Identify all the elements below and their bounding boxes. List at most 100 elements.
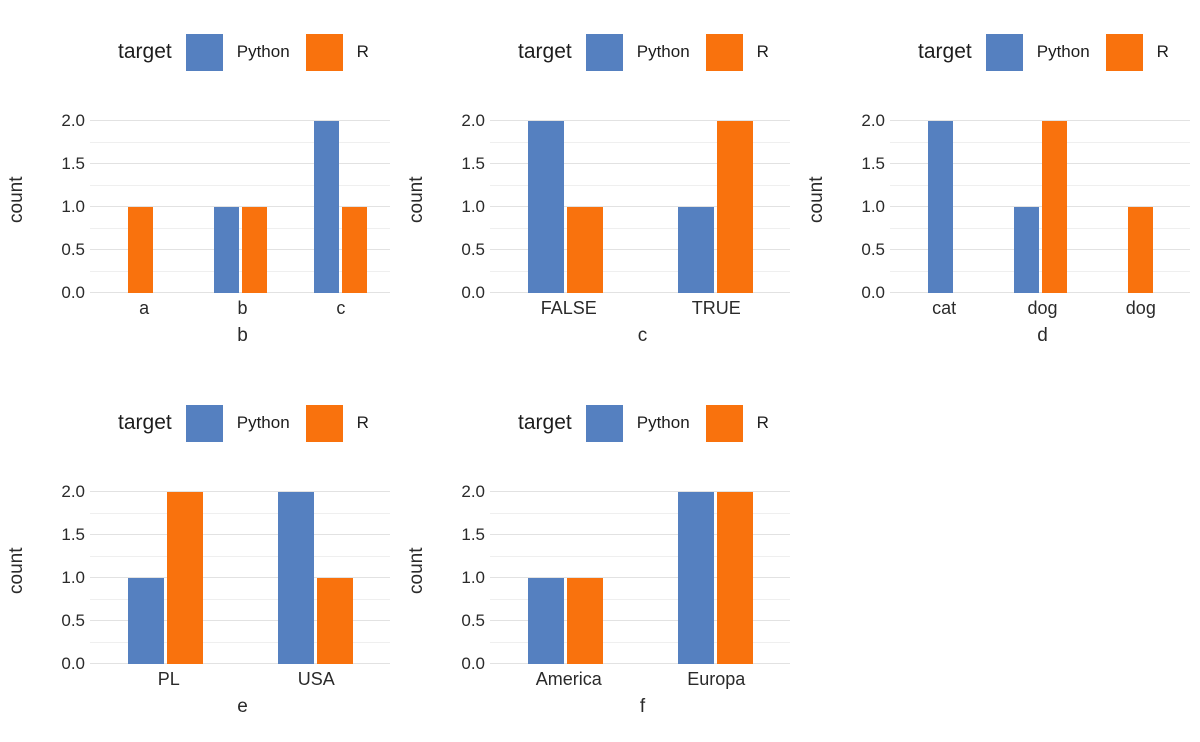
category-slot-cat [890,107,990,293]
x-tick-label-Europa: Europa [687,669,746,689]
bar-python-b [213,207,239,293]
legend-swatch-r [705,404,743,442]
legend-title: target [918,40,972,63]
legend-swatch-r [305,404,343,442]
y-tick-label: 0.5 [461,611,485,630]
legend-swatch-r [705,33,743,71]
legend-item-python: Python [585,33,690,71]
bar-r-Europa [716,492,753,664]
bar-r-dog [1041,121,1067,293]
y-tick-label: 0.5 [61,611,85,630]
plot-area [490,478,790,664]
bar-r-USA [316,578,353,664]
y-tick-label: 2.0 [861,111,885,130]
x-axis-title: e [237,696,248,717]
bar-r-a [127,207,153,293]
legend-swatch-r [305,33,343,71]
y-tick-label: 0.0 [61,654,85,673]
x-axis-title: b [237,325,248,346]
legend-title: target [518,411,572,434]
category-slot-PL [90,478,240,664]
bar-r-c [341,207,367,293]
bar-python-PL [127,578,164,664]
plot-row: count 0.0 0.5 1.0 1.5 2.0 [400,107,800,302]
y-axis-title: count [6,547,27,595]
legend-label: R [756,413,769,432]
y-tick-label: 1.0 [861,197,885,216]
y-axis-ticks: 0.0 0.5 1.0 1.5 2.0 [34,478,90,673]
y-axis-ticks: 0.0 0.5 1.0 1.5 2.0 [834,107,890,302]
x-axis-labels: America Europa [495,669,790,689]
category-slot-America [490,478,640,664]
y-axis-title: count [806,176,827,224]
plot-area [90,107,390,293]
x-tick-label-dog: dog [1125,298,1156,318]
plot-row: count 0.0 0.5 1.0 1.5 2.0 [800,107,1200,302]
x-axis-labels: FALSE TRUE [495,298,790,318]
bar-python-America [527,578,564,664]
legend-title: target [518,40,572,63]
y-axis-title: count [406,547,427,595]
category-slot-dog [990,107,1090,293]
legend-label: Python [236,413,290,432]
x-tick-label-dog: dog [1027,298,1058,318]
y-tick-label: 2.0 [61,111,85,130]
y-axis-ticks: 0.0 0.5 1.0 1.5 2.0 [434,478,490,673]
x-tick-label-FALSE: FALSE [540,298,597,318]
bar-python-dog [1013,207,1039,293]
category-slot-TRUE [640,107,790,293]
y-tick-label: 1.0 [61,197,85,216]
legend-label: Python [1036,42,1090,61]
y-axis-title: count [406,176,427,224]
legend-label: Python [236,42,290,61]
empty-cell [800,371,1200,742]
y-tick-label: 1.5 [61,154,85,173]
y-axis-ticks: 0.0 0.5 1.0 1.5 2.0 [34,107,90,302]
x-tick-label-c: c [336,298,346,318]
bar-python-FALSE [527,121,564,293]
y-tick-label: 0.5 [461,240,485,259]
legend-item-r: R [305,404,369,442]
y-tick-label: 0.0 [61,283,85,302]
y-tick-label: 0.5 [61,240,85,259]
legend-label: R [356,413,369,432]
bar-r-PL [166,492,203,664]
y-tick-label: 0.5 [861,240,885,259]
legend-item-python: Python [185,404,290,442]
legend-item-r: R [705,404,769,442]
plot-area [90,478,390,664]
bar-r-America [566,578,603,664]
y-tick-label: 1.5 [461,154,485,173]
y-tick-label: 1.0 [61,568,85,587]
legend-title: target [118,40,172,63]
legend-label: Python [636,42,690,61]
category-slot-c [290,107,390,293]
x-tick-label-b: b [237,298,248,318]
plot-row: count 0.0 0.5 1.0 1.5 2.0 [400,478,800,673]
y-tick-label: 1.0 [461,568,485,587]
x-axis-title: d [1037,325,1048,346]
x-tick-label-America: America [535,669,602,689]
x-tick-label-TRUE: TRUE [691,298,741,318]
y-tick-label: 0.0 [461,654,485,673]
legend-swatch-python [185,33,223,71]
legend: target Python R [495,33,792,71]
bar-python-TRUE [677,207,714,293]
y-tick-label: 2.0 [461,111,485,130]
legend-swatch-python [985,33,1023,71]
legend-label: R [756,42,769,61]
plot-area [490,107,790,293]
legend-item-r: R [1105,33,1169,71]
y-tick-label: 0.0 [861,283,885,302]
y-tick-label: 2.0 [461,482,485,501]
legend-label: R [1156,42,1169,61]
y-tick-label: 1.5 [61,525,85,544]
plot-row: count 0.0 0.5 1.0 1.5 2.0 [0,107,400,302]
bar-r-TRUE [716,121,753,293]
legend-swatch-r [1105,33,1143,71]
